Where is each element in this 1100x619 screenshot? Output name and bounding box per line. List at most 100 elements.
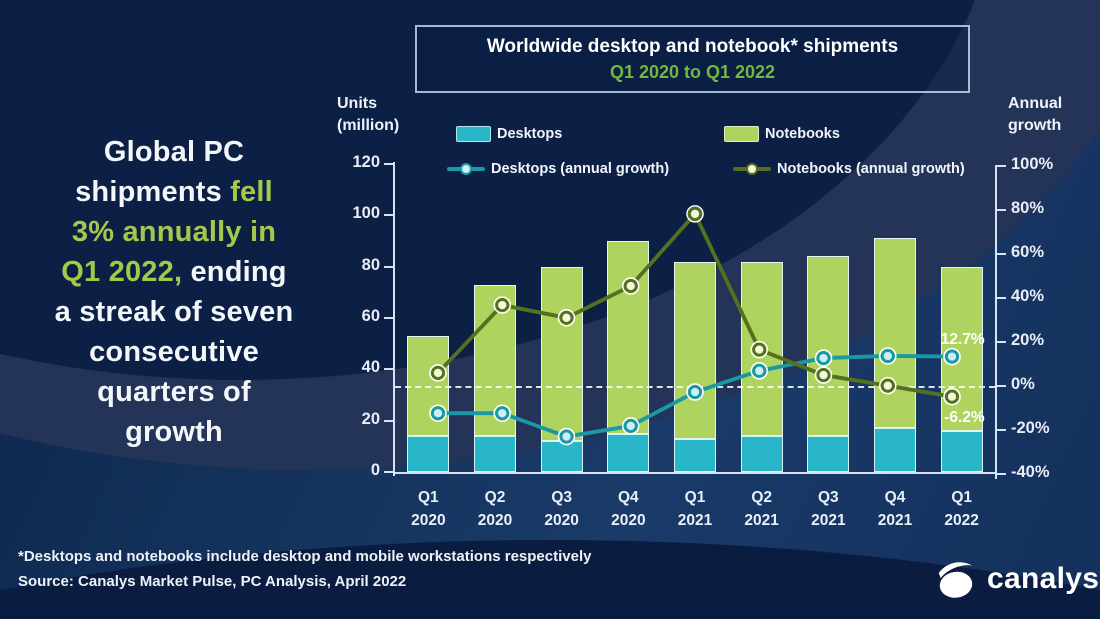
right-tick--40 <box>997 473 1006 475</box>
chart-subtitle: Q1 2020 to Q1 2022 <box>609 61 776 82</box>
x-label-q1-2021: Q1 2021 <box>677 489 713 529</box>
desktops-point-6 <box>816 351 831 366</box>
headline-line: consecutive <box>89 336 259 368</box>
left-tick-60 <box>384 317 393 319</box>
x-label-q4-2021: Q4 2021 <box>877 489 913 529</box>
bar-desktops-q2-2020 <box>474 436 516 472</box>
right-tick-80 <box>997 209 1006 211</box>
left-tick-label-80: 80 <box>361 255 380 274</box>
bar-desktops-q2-2021 <box>740 436 783 472</box>
bar-desktops-q3-2021 <box>807 436 850 472</box>
left-tick-label-60: 60 <box>361 307 380 325</box>
desktops-swatch-icon <box>456 126 491 142</box>
left-tick-100 <box>384 214 393 217</box>
canalys-logo-glyph <box>938 562 973 598</box>
right-tick-40 <box>997 297 1006 299</box>
right-tick-label-20: 20% <box>1011 331 1045 349</box>
desktops-point-ring-4 <box>686 383 704 401</box>
desktops-point-ring-7 <box>879 347 897 365</box>
x-axis-line <box>393 472 997 474</box>
x-label-q1-2022: Q1 2022 <box>944 489 979 529</box>
notebooks-line-marker-icon <box>733 162 771 176</box>
bar-notebooks-q1-2021 <box>674 261 716 439</box>
desktops-point-0 <box>430 406 446 421</box>
right-tick-label-0: 0% <box>1011 375 1035 393</box>
left-tick-label-0: 0 <box>370 461 380 479</box>
notebooks-point-ring-1 <box>493 296 511 314</box>
left-tick-80 <box>384 265 393 268</box>
notebooks-growth-line <box>436 211 953 399</box>
bar-notebooks-q3-2020 <box>540 266 583 442</box>
headline-line: Q1 2022, ending <box>61 256 287 288</box>
right-tick-label-80: 80% <box>1011 199 1045 217</box>
legend-label-notebooks: Notebooks <box>765 126 840 142</box>
left-axis-line <box>393 162 395 476</box>
legend-item-notebooks: Notebooks <box>724 126 840 142</box>
desktops-point-5 <box>752 363 767 378</box>
desktops-point-7 <box>880 348 895 364</box>
notebooks-point-ring-5 <box>750 340 769 359</box>
left-tick-label-120: 120 <box>352 153 380 171</box>
source-line: Source: Canalys Market Pulse, PC Analysi… <box>18 573 407 590</box>
headline-line: a streak of seven <box>54 296 294 328</box>
right-tick-20 <box>997 341 1006 343</box>
x-label-q2-2020: Q2 2020 <box>477 489 513 529</box>
bar-desktops-q3-2020 <box>540 441 583 472</box>
desktops-point-ring-6 <box>814 349 833 367</box>
notebooks-point-ring-3 <box>621 277 640 295</box>
right-tick-label--20: -20% <box>1011 419 1050 437</box>
right-tick--20 <box>997 429 1006 431</box>
left-tick-label-40: 40 <box>361 358 380 377</box>
notebooks-point-ring-6 <box>814 366 833 384</box>
x-label-q2-2021: Q2 2021 <box>744 489 779 529</box>
legend-label-desktops-growth: Desktops (annual growth) <box>491 161 670 177</box>
canalys-logo-text: canalys <box>987 562 1100 595</box>
notebooks-point-ring-4 <box>686 205 704 223</box>
notebooks-point-0 <box>430 365 446 380</box>
headline: Global PC shipments fell 3% annually in Q1 … <box>18 132 330 452</box>
headline-line: 3% annually in <box>71 216 277 248</box>
left-tick-label-20: 20 <box>361 409 380 428</box>
notebooks-point-1 <box>495 298 510 313</box>
right-tick-100 <box>997 165 1006 167</box>
notebooks-point-8 <box>944 389 960 404</box>
notebooks-point-ring-8 <box>943 387 961 406</box>
notebooks-point-7 <box>880 378 895 393</box>
desktops-final-value-label: 12.7% <box>940 331 985 349</box>
bar-desktops-q1-2020 <box>407 436 450 472</box>
legend-label-desktops: Desktops <box>497 126 563 142</box>
notebooks-point-ring-2 <box>557 309 576 327</box>
right-tick-60 <box>997 253 1006 255</box>
headline-line: growth <box>125 416 223 448</box>
right-axis-title: Annual growth <box>1008 95 1063 134</box>
bar-desktops-q1-2021 <box>674 438 716 472</box>
headline-line: Global PC <box>103 136 245 168</box>
legend-item-notebooks-growth: Notebooks (annual growth) <box>733 161 965 177</box>
desktops-point-ring-5 <box>750 362 769 380</box>
left-tick-40 <box>384 368 393 371</box>
notebooks-point-4 <box>687 206 703 221</box>
desktops-point-ring-1 <box>493 404 511 423</box>
x-label-q3-2020: Q3 2020 <box>544 489 579 529</box>
desktops-point-ring-2 <box>557 427 576 446</box>
legend-label-notebooks-growth: Notebooks (annual growth) <box>777 161 965 177</box>
desktops-point-ring-8 <box>943 347 961 366</box>
legend-item-desktops: Desktops <box>456 126 562 142</box>
notebooks-point-5 <box>752 342 767 357</box>
right-tick-0 <box>997 385 1006 387</box>
notebooks-point-3 <box>623 278 638 294</box>
left-tick-20 <box>384 419 393 422</box>
right-tick-label-100: 100% <box>1011 155 1054 173</box>
x-label-q3-2021: Q3 2021 <box>811 489 846 529</box>
notebooks-point-ring-7 <box>879 376 897 395</box>
desktops-point-ring-0 <box>429 404 447 423</box>
desktops-point-4 <box>687 384 703 400</box>
left-tick-label-100: 100 <box>352 204 380 223</box>
growth-lines <box>429 205 961 446</box>
left-tick-0 <box>384 471 393 473</box>
desktops-point-3 <box>623 418 638 433</box>
right-tick-label--40: -40% <box>1011 463 1050 481</box>
notebooks-point-2 <box>559 310 574 325</box>
x-label-q1-2020: Q1 2020 <box>411 489 446 529</box>
bar-desktops-q4-2021 <box>874 428 916 472</box>
